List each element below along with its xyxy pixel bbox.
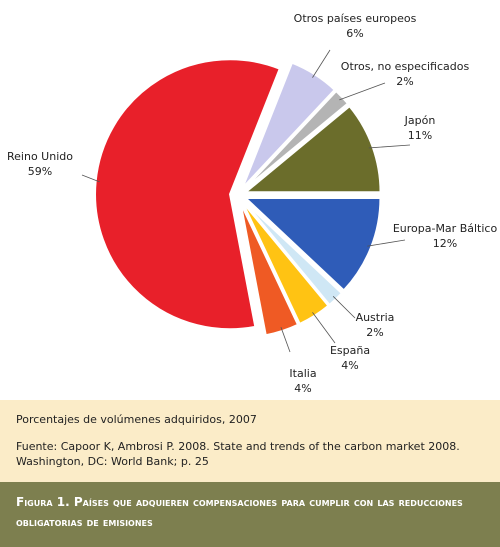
- leader-line: [312, 312, 336, 344]
- leader-line: [367, 239, 406, 247]
- slice-label: España: [330, 344, 370, 357]
- slice-label: Reino Unido: [7, 150, 73, 163]
- pie-slice: [243, 89, 350, 191]
- caption-box: Figura 1. Países que adquieren compensac…: [0, 482, 500, 547]
- slice-value-label: 12%: [433, 237, 457, 250]
- slice-value-label: 59%: [28, 165, 52, 178]
- leader-line: [81, 174, 100, 183]
- slice-value-label: 6%: [346, 27, 363, 40]
- chart: Otros países europeos 6% Otros, no especif…: [7, 12, 498, 395]
- notes-box: Porcentajes de volúmenes adquiridos, 200…: [0, 400, 500, 482]
- slice-value-label: 4%: [341, 359, 358, 372]
- caption-text: Países que adquieren compensaciones para…: [16, 495, 463, 529]
- slice-label: Otros, no especificados: [341, 60, 470, 73]
- slice-label: Japón: [404, 114, 436, 127]
- source: Fuente: Capoor K, Ambrosi P. 2008. State…: [16, 440, 460, 468]
- leader-line: [332, 296, 356, 319]
- slice-label: Europa-Mar Báltico: [393, 222, 498, 235]
- slice-label: Italia: [289, 367, 316, 380]
- slice-value-label: 2%: [366, 326, 383, 339]
- leader-line: [368, 144, 411, 149]
- pie-slice: [242, 196, 382, 292]
- pie-slice: [242, 104, 382, 194]
- slice-value-label: 2%: [396, 75, 413, 88]
- slice-value-label: 11%: [408, 129, 432, 142]
- slice-label: Otros países europeos: [294, 12, 417, 25]
- pie-slice: [94, 58, 282, 331]
- leader-line: [280, 327, 291, 353]
- leader-line: [312, 49, 331, 78]
- slice-label: Austria: [356, 311, 395, 324]
- subtitle: Porcentajes de volúmenes adquiridos, 200…: [16, 413, 257, 426]
- caption-label: Figura 1.: [16, 495, 70, 509]
- slice-value-label: 4%: [294, 382, 311, 395]
- leader-line: [339, 82, 386, 101]
